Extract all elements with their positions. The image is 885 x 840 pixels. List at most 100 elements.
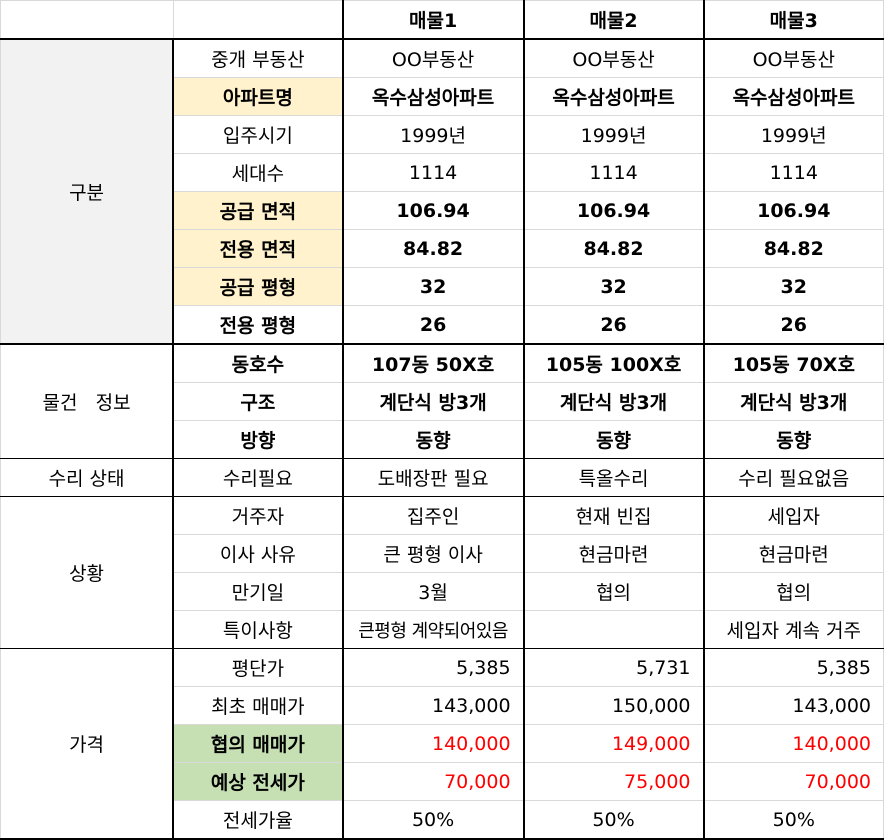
section-label-property-info[interactable]: 물건 정보 [0, 343, 175, 459]
header-listing-1[interactable]: 매물1 [341, 0, 525, 40]
table-cell[interactable]: 143,000 [341, 686, 525, 725]
row-label[interactable]: 거주자 [172, 496, 344, 535]
table-cell[interactable]: 149,000 [522, 724, 705, 763]
row-label[interactable]: 만기일 [172, 572, 344, 611]
table-cell[interactable]: 140,000 [341, 724, 525, 763]
table-cell[interactable]: 70,000 [702, 762, 884, 801]
table-cell[interactable]: 현금마련 [522, 534, 705, 573]
row-label[interactable]: 이사 사유 [172, 534, 344, 573]
table-row: 최초 매매가 143,000 150,000 143,000 [1, 686, 884, 725]
header-listing-2[interactable]: 매물2 [522, 0, 705, 40]
table-row: 공급 면적 106.94 106.94 106.94 [1, 191, 884, 230]
table-cell[interactable]: 143,000 [702, 686, 884, 725]
row-label[interactable]: 동호수 [172, 343, 344, 383]
header-listing-3[interactable]: 매물3 [702, 0, 884, 40]
table-cell[interactable]: 26 [702, 305, 884, 345]
header-corner-cell[interactable] [0, 0, 174, 40]
row-label[interactable]: 협의 매매가 [172, 724, 344, 763]
table-cell[interactable]: 큰평형 계약되어있음 [341, 610, 525, 649]
table-cell[interactable]: 세입자 [702, 496, 884, 535]
table-cell[interactable]: 동향 [341, 420, 525, 459]
table-cell[interactable]: 150,000 [522, 686, 705, 725]
table-cell[interactable] [522, 610, 705, 649]
row-label[interactable]: 전용 면적 [172, 229, 344, 268]
table-cell[interactable]: 현금마련 [702, 534, 884, 573]
section-label-repair-status[interactable]: 수리 상태 [0, 458, 175, 497]
row-label[interactable]: 특이사항 [172, 610, 344, 649]
table-cell[interactable]: 옥수삼성아파트 [522, 77, 705, 116]
row-label[interactable]: 평단가 [172, 648, 344, 687]
table-cell[interactable]: 옥수삼성아파트 [341, 77, 525, 116]
table-cell[interactable]: 106.94 [341, 191, 525, 230]
row-label[interactable]: 전세가율 [172, 800, 344, 840]
table-cell[interactable]: 큰 평형 이사 [341, 534, 525, 573]
table-cell[interactable]: 84.82 [522, 229, 705, 268]
table-cell[interactable]: 계단식 방3개 [341, 382, 525, 421]
table-cell[interactable]: OO부동산 [522, 38, 705, 78]
table-cell[interactable]: 협의 [702, 572, 884, 611]
row-label[interactable]: 구조 [172, 382, 344, 421]
table-row: 협의 매매가 140,000 149,000 140,000 [1, 724, 884, 763]
table-cell[interactable]: 특올수리 [522, 458, 705, 497]
section-label-situation[interactable]: 상황 [0, 496, 175, 649]
table-cell[interactable]: 3월 [341, 572, 525, 611]
table-cell[interactable]: 1114 [341, 153, 525, 192]
row-label[interactable]: 세대수 [172, 153, 344, 192]
row-label[interactable]: 예상 전세가 [172, 762, 344, 801]
table-cell[interactable]: OO부동산 [341, 38, 525, 78]
table-cell[interactable]: 50% [341, 800, 525, 840]
table-cell[interactable]: 105동 100X호 [522, 343, 705, 383]
row-label[interactable]: 최초 매매가 [172, 686, 344, 725]
table-cell[interactable]: 1999년 [522, 115, 705, 154]
table-cell[interactable]: 세입자 계속 거주 [702, 610, 884, 649]
table-cell[interactable]: 계단식 방3개 [702, 382, 884, 421]
table-cell[interactable]: 도배장판 필요 [341, 458, 525, 497]
table-cell[interactable]: 동향 [522, 420, 705, 459]
table-row: 아파트명 옥수삼성아파트 옥수삼성아파트 옥수삼성아파트 [1, 77, 884, 116]
table-cell[interactable]: 1114 [702, 153, 884, 192]
row-label[interactable]: 전용 평형 [172, 305, 344, 345]
table-cell[interactable]: 75,000 [522, 762, 705, 801]
table-row: 만기일 3월 협의 협의 [1, 572, 884, 611]
table-cell[interactable]: 107동 50X호 [341, 343, 525, 383]
table-cell[interactable]: 집주인 [341, 496, 525, 535]
table-cell[interactable]: 1999년 [702, 115, 884, 154]
table-cell[interactable]: 70,000 [341, 762, 525, 801]
row-label[interactable]: 공급 평형 [172, 267, 344, 306]
table-cell[interactable]: 1999년 [341, 115, 525, 154]
table-cell[interactable]: 26 [341, 305, 525, 345]
table-cell[interactable]: 수리 필요없음 [702, 458, 884, 497]
table-cell[interactable]: 140,000 [702, 724, 884, 763]
table-cell[interactable]: 옥수삼성아파트 [702, 77, 884, 116]
table-cell[interactable]: 32 [341, 267, 525, 306]
section-label-category[interactable]: 구분 [0, 38, 175, 345]
table-cell[interactable]: 32 [522, 267, 705, 306]
table-cell[interactable]: OO부동산 [702, 38, 884, 78]
row-label[interactable]: 중개 부동산 [172, 38, 344, 78]
table-cell[interactable]: 5,731 [522, 648, 705, 687]
table-cell[interactable]: 5,385 [341, 648, 525, 687]
row-label[interactable]: 입주시기 [172, 115, 344, 154]
section-label-price[interactable]: 가격 [0, 648, 175, 840]
table-row: 전용 평형 26 26 26 [1, 305, 884, 345]
row-label[interactable]: 공급 면적 [172, 191, 344, 230]
table-cell[interactable]: 84.82 [702, 229, 884, 268]
header-blank-cell[interactable] [172, 0, 344, 40]
table-cell[interactable]: 50% [702, 800, 884, 840]
table-cell[interactable]: 현재 빈집 [522, 496, 705, 535]
row-label[interactable]: 수리필요 [172, 458, 344, 497]
table-cell[interactable]: 105동 70X호 [702, 343, 884, 383]
table-cell[interactable]: 26 [522, 305, 705, 345]
table-cell[interactable]: 협의 [522, 572, 705, 611]
row-label[interactable]: 방향 [172, 420, 344, 459]
table-cell[interactable]: 5,385 [702, 648, 884, 687]
table-cell[interactable]: 50% [522, 800, 705, 840]
table-cell[interactable]: 32 [702, 267, 884, 306]
table-cell[interactable]: 84.82 [341, 229, 525, 268]
row-label[interactable]: 아파트명 [172, 77, 344, 116]
table-cell[interactable]: 동향 [702, 420, 884, 459]
table-cell[interactable]: 106.94 [702, 191, 884, 230]
table-cell[interactable]: 계단식 방3개 [522, 382, 705, 421]
table-cell[interactable]: 106.94 [522, 191, 705, 230]
table-cell[interactable]: 1114 [522, 153, 705, 192]
